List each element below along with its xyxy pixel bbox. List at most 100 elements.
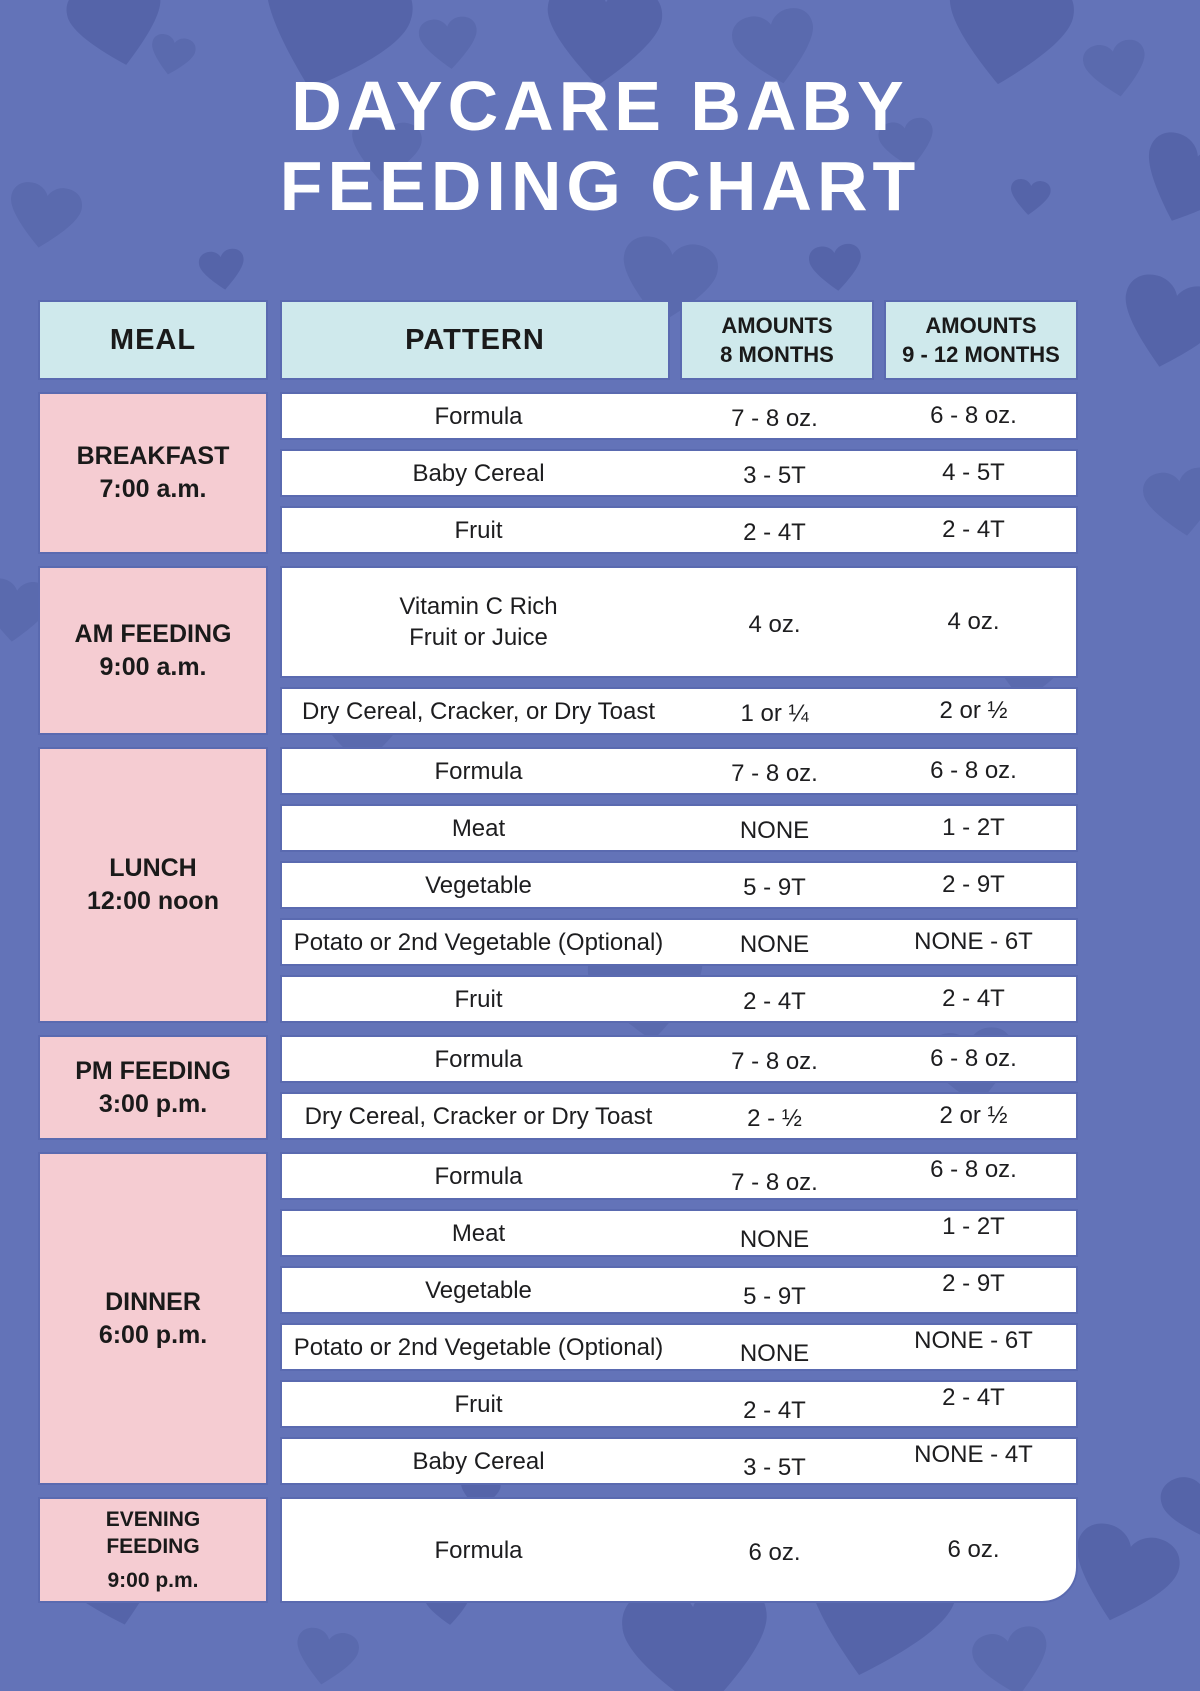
column-header-pattern: PATTERN xyxy=(280,300,670,380)
amount-9-12-months-cell: NONE - 6T xyxy=(914,928,1033,955)
amount-8-months-cell: 5 - 9T xyxy=(743,1283,806,1310)
heart-icon xyxy=(1160,1464,1200,1544)
amount-9-12-months-cell: 2 - 9T xyxy=(942,1270,1005,1297)
meal-name: PM FEEDING xyxy=(75,1056,231,1085)
table-row: Potato or 2nd Vegetable (Optional) NONE NO… xyxy=(280,1323,1078,1371)
pattern-cell: Formula xyxy=(434,1536,523,1564)
amount-8-months-cell: 6 oz. xyxy=(748,1539,801,1566)
amount-9-12-months-cell: 2 - 4T xyxy=(942,1384,1005,1411)
amounts-9-12-line-1: AMOUNTS xyxy=(925,313,1037,338)
pattern-cell: Vitamin C Rich Fruit or Juice xyxy=(399,593,558,651)
meal-cell: BREAKFAST 7:00 a.m. xyxy=(38,392,268,554)
amount-9-12-months-cell: 6 - 8 oz. xyxy=(930,1156,1017,1183)
pattern-cell: Vegetable xyxy=(425,1276,532,1304)
heart-icon xyxy=(972,1626,1047,1691)
meal-group: DINNER 6:00 p.m. Formula 7 - 8 oz. 6 - 8 oz.… xyxy=(38,1152,1078,1485)
table-row: Formula 7 - 8 oz. 6 - 8 oz. xyxy=(280,392,1078,440)
pattern-cell: Fruit xyxy=(454,985,503,1013)
amount-8-months-cell: 2 - 4T xyxy=(743,988,806,1015)
table-row: Meat NONE 1 - 2T xyxy=(280,804,1078,852)
pattern-cell: Baby Cereal xyxy=(412,459,545,487)
amount-8-months-cell: NONE xyxy=(739,817,810,844)
pattern-rows: Formula 7 - 8 oz. 6 - 8 oz. Meat NONE 1 - 2T V… xyxy=(280,1152,1078,1485)
table-row: Fruit 2 - 4T 2 - 4T xyxy=(280,506,1078,554)
meal-cell: EVENING FEEDING 9:00 p.m. xyxy=(38,1497,268,1603)
amount-9-12-months-cell: 6 - 8 oz. xyxy=(930,757,1017,784)
amounts-8-line-2: 8 MONTHS xyxy=(720,342,834,367)
amount-8-months-cell: 3 - 5T xyxy=(743,462,806,489)
amount-8-months-cell: 7 - 8 oz. xyxy=(731,1048,818,1075)
amount-8-months-cell: NONE xyxy=(739,1340,810,1367)
table-row: Fruit 2 - 4T 2 - 4T xyxy=(280,1380,1078,1428)
meal-group: LUNCH 12:00 noon Formula 7 - 8 oz. 6 - 8 oz.… xyxy=(38,747,1078,1023)
pattern-rows: Formula 7 - 8 oz. 6 - 8 oz. Meat NONE 1 - 2T V… xyxy=(280,747,1078,1023)
pattern-cell: Formula xyxy=(434,757,523,785)
amount-8-months-cell: 2 - 4T xyxy=(743,1397,806,1424)
amount-9-12-months-cell: 4 - 5T xyxy=(942,459,1005,486)
pattern-cell: Formula xyxy=(434,402,523,430)
amount-9-12-months-cell: 2 or ½ xyxy=(939,1102,1008,1129)
table-row: Formula 7 - 8 oz. 6 - 8 oz. xyxy=(280,1152,1078,1200)
amount-8-months-cell: 7 - 8 oz. xyxy=(731,760,818,787)
pattern-rows: Vitamin C Rich Fruit or Juice 4 oz. 4 oz. D… xyxy=(280,566,1078,735)
amount-8-months-cell: 3 - 5T xyxy=(743,1454,806,1481)
title-line-2: FEEDING CHART xyxy=(279,147,921,225)
table-row: Baby Cereal 3 - 5T NONE - 4T xyxy=(280,1437,1078,1485)
pattern-cell: Fruit xyxy=(454,516,503,544)
heart-icon xyxy=(1125,274,1200,367)
table-row: Potato or 2nd Vegetable (Optional) NONE NO… xyxy=(280,918,1078,966)
heart-icon xyxy=(297,1627,359,1685)
table-row: Formula 7 - 8 oz. 6 - 8 oz. xyxy=(280,747,1078,795)
pattern-cell: Meat xyxy=(451,1219,506,1247)
heart-icon xyxy=(1077,1523,1180,1621)
table-row: Vegetable 5 - 9T 2 - 9T xyxy=(280,861,1078,909)
pattern-rows: Formula 7 - 8 oz. 6 - 8 oz. Dry Cereal, Cra… xyxy=(280,1035,1078,1140)
meal-cell: PM FEEDING 3:00 p.m. xyxy=(38,1035,268,1140)
meal-time: 7:00 a.m. xyxy=(99,475,207,503)
pattern-rows: Formula 7 - 8 oz. 6 - 8 oz. Baby Cereal 3 - … xyxy=(280,392,1078,554)
pattern-cell: Fruit xyxy=(454,1390,503,1418)
table-row: Meat NONE 1 - 2T xyxy=(280,1209,1078,1257)
amounts-8-line-1: AMOUNTS xyxy=(721,313,833,338)
meal-name: DINNER xyxy=(105,1287,201,1316)
meal-time: 9:00 a.m. xyxy=(99,652,207,681)
meal-group: BREAKFAST 7:00 a.m. Formula 7 - 8 oz. 6 - 8 … xyxy=(38,392,1078,554)
heart-icon xyxy=(66,0,161,65)
amount-9-12-months-cell: 1 - 2T xyxy=(942,814,1005,841)
meal-name: AM FEEDING xyxy=(74,619,232,648)
amount-9-12-months-cell: 6 - 8 oz. xyxy=(930,1045,1017,1072)
amount-9-12-months-cell: 2 - 9T xyxy=(942,871,1005,898)
column-header-amounts-9-12-months: AMOUNTS 9 - 12 MONTHS xyxy=(884,300,1078,380)
amount-8-months-cell: 2 - ½ xyxy=(747,1105,802,1132)
amount-9-12-months-cell: 4 oz. xyxy=(947,608,1000,635)
page-title: DAYCARE BABY FEEDING CHART xyxy=(0,66,1200,226)
amounts-9-12-line-2: 9 - 12 MONTHS xyxy=(902,342,1060,367)
title-line-1: DAYCARE BABY xyxy=(291,67,909,145)
amount-9-12-months-cell: 6 - 8 oz. xyxy=(930,402,1017,429)
table-row: Vitamin C Rich Fruit or Juice 4 oz. 4 oz. xyxy=(280,566,1078,678)
table-row: Formula 7 - 8 oz. 6 - 8 oz. xyxy=(280,1035,1078,1083)
amount-9-12-months-cell: 1 - 2T xyxy=(942,1213,1005,1240)
amount-8-months-cell: 5 - 9T xyxy=(743,874,806,901)
meal-name: LUNCH xyxy=(109,854,197,882)
table-row: Baby Cereal 3 - 5T 4 - 5T xyxy=(280,449,1078,497)
pattern-cell: Formula xyxy=(434,1045,523,1073)
amount-9-12-months-cell: 2 - 4T xyxy=(942,985,1005,1012)
heart-icon xyxy=(418,16,477,69)
amount-9-12-months-cell: 2 or ½ xyxy=(939,697,1008,724)
meal-cell: DINNER 6:00 p.m. xyxy=(38,1152,268,1485)
amount-8-months-cell: 1 or ¼ xyxy=(740,700,809,727)
amount-9-12-months-cell: NONE - 6T xyxy=(914,1327,1033,1354)
column-header-meal: MEAL xyxy=(38,300,268,380)
meal-time: 6:00 p.m. xyxy=(98,1320,208,1349)
pattern-cell: Formula xyxy=(434,1162,523,1190)
meal-group: PM FEEDING 3:00 p.m. Formula 7 - 8 oz. 6 - 8… xyxy=(38,1035,1078,1140)
column-header-amounts-8-months: AMOUNTS 8 MONTHS xyxy=(680,300,874,380)
table-body: BREAKFAST 7:00 a.m. Formula 7 - 8 oz. 6 - 8 … xyxy=(38,392,1078,1603)
amount-8-months-cell: NONE xyxy=(739,931,810,958)
pattern-rows: Formula 6 oz. 6 oz. xyxy=(280,1497,1078,1603)
amount-9-12-months-cell: 2 - 4T xyxy=(942,516,1005,543)
meal-name: BREAKFAST xyxy=(76,442,230,470)
heart-icon xyxy=(809,243,861,291)
